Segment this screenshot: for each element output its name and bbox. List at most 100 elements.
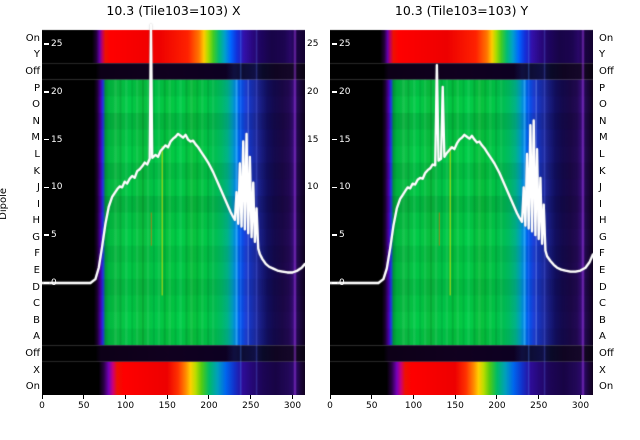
y-tick-mark: [332, 234, 337, 236]
y-tick-mark: [44, 282, 49, 284]
x-tick-mark: [124, 395, 126, 399]
row-label: M: [31, 132, 40, 144]
x-tick-mark: [166, 395, 168, 399]
y-tick-label: 25: [44, 39, 62, 49]
y-tick-mark: [332, 282, 337, 284]
y-tick-value: 20: [51, 86, 63, 97]
y-tick-value: 0: [51, 278, 57, 288]
x-tick-mark: [496, 395, 498, 399]
row-label: G: [32, 231, 40, 243]
y-tick-label: 15: [44, 135, 62, 145]
row-label: P: [599, 82, 606, 94]
x-tick-label: 50: [78, 401, 90, 411]
y-tick-value: 10: [51, 182, 63, 193]
y-tick-mark: [332, 43, 337, 45]
y-tick-value: 10: [339, 182, 351, 193]
y-tick-value: 5: [339, 230, 345, 241]
x-tick-mark: [250, 395, 252, 399]
row-label: B: [599, 314, 606, 326]
y-tick-value: 15: [51, 134, 63, 145]
panel-x-plot: [42, 14, 305, 395]
row-label: L: [34, 148, 40, 160]
y-tick-label: 10: [44, 182, 62, 192]
x-tick-mark: [538, 395, 540, 399]
y-tick-label: 10: [332, 182, 350, 192]
row-label: E: [599, 265, 606, 277]
y-tick-value: 15: [339, 134, 351, 145]
x-tick-label: 100: [116, 401, 135, 411]
x-tick-label: 150: [158, 401, 176, 411]
y-tick-label: 20: [332, 87, 350, 97]
row-label: D: [599, 281, 607, 293]
row-label: On: [599, 381, 614, 393]
row-label: F: [34, 248, 40, 260]
row-label: I: [599, 198, 602, 210]
x-tick-label: 250: [530, 401, 548, 411]
row-label: K: [33, 165, 40, 177]
row-label: On: [599, 32, 614, 44]
row-label: Y: [599, 49, 606, 61]
x-tick-mark: [412, 395, 414, 399]
y-tick-label: 5: [332, 230, 345, 240]
row-label: A: [33, 331, 40, 343]
y-tick-mark: [44, 43, 49, 45]
y-tick-value: 0: [339, 278, 345, 288]
x-tick-label: 50: [366, 401, 378, 411]
y-tick-label: 15: [332, 135, 350, 145]
row-label: On: [25, 32, 40, 44]
y-tick-value: 25: [51, 39, 63, 49]
x-tick-mark: [208, 395, 210, 399]
y-tick-value: 25: [339, 39, 351, 49]
row-label: Off: [599, 65, 614, 77]
row-label: I: [37, 198, 40, 210]
row-label: N: [32, 115, 40, 127]
row-label: O: [32, 99, 40, 111]
row-label: A: [599, 331, 606, 343]
x-tick-label: 0: [39, 401, 45, 411]
row-label: H: [599, 215, 607, 227]
y-tick-mark: [44, 186, 49, 189]
panel-x-title: 10.3 (Tile103=103) X: [106, 3, 241, 18]
row-label: Off: [25, 348, 40, 360]
x-tick-label: 300: [283, 401, 302, 411]
y-tick-label: 0: [332, 278, 345, 288]
y-tick-label: 20: [44, 87, 62, 97]
x-tick-label: 200: [488, 401, 506, 411]
y-tick-label-mirror: 25: [307, 39, 319, 49]
x-tick-label: 100: [404, 401, 423, 411]
row-label: C: [33, 298, 40, 310]
row-label: M: [599, 132, 608, 144]
panel-y-plot: [330, 14, 593, 395]
x-tick-mark: [291, 395, 293, 399]
row-label: E: [33, 265, 40, 277]
row-label: B: [33, 314, 40, 326]
x-tick-mark: [454, 395, 456, 399]
row-label: H: [32, 215, 40, 227]
row-label: G: [599, 231, 607, 243]
row-label: K: [599, 165, 606, 177]
row-label: O: [599, 99, 607, 111]
y-tick-label-mirror: 20: [307, 86, 319, 97]
y-tick-mark: [44, 91, 49, 93]
row-label: Y: [33, 49, 40, 61]
row-label: F: [599, 248, 605, 260]
y-tick-label-mirror: 10: [307, 182, 319, 193]
x-tick-label: 0: [327, 401, 333, 411]
x-tick-label: 250: [242, 401, 260, 411]
x-tick-mark: [41, 395, 43, 399]
x-tick-label: 300: [571, 401, 590, 411]
row-label: L: [599, 148, 605, 160]
row-label: X: [33, 364, 40, 376]
x-tick-mark: [83, 395, 85, 399]
row-label: C: [599, 298, 606, 310]
x-tick-label: 150: [446, 401, 464, 411]
y-tick-label: 25: [332, 39, 350, 49]
y-tick-mark: [332, 138, 337, 141]
row-label: On: [25, 381, 40, 393]
y-tick-label: 5: [44, 230, 57, 240]
y-tick-value: 20: [339, 86, 351, 97]
y-tick-mark: [332, 186, 337, 189]
y-tick-label: 0: [44, 278, 57, 288]
row-label: J: [599, 182, 602, 194]
